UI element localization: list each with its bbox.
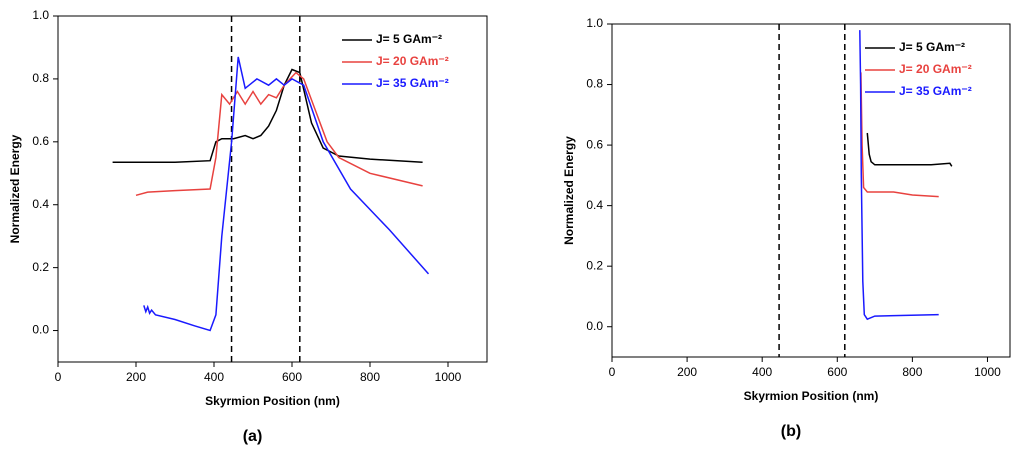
legend-label: J= 5 GAm⁻² [899,40,965,54]
x-tick-label: 1000 [974,365,1001,379]
plot-frame [57,15,488,363]
y-tick-label: 0.4 [32,197,49,211]
caption: (b) [781,423,801,440]
x-tick-label: 200 [126,370,146,384]
x-tick-label: 0 [609,365,616,379]
y-axis-label: Normalized Energy [562,136,576,245]
x-tick-label: 400 [752,365,772,379]
y-tick-label: 0.2 [586,258,603,272]
y-tick-label: 0.2 [32,260,49,274]
x-tick-label: 200 [677,365,697,379]
legend-label: J= 20 GAm⁻² [899,62,972,76]
x-tick-label: 1000 [435,370,462,384]
y-tick-label: 0.6 [586,137,603,151]
data-line [143,56,430,332]
x-tick-label: 600 [827,365,847,379]
y-axis-label: Normalized Energy [8,134,22,243]
y-tick-label: 0.0 [32,323,49,337]
y-tick-label: 0.8 [32,71,49,85]
x-tick-label: 800 [902,365,922,379]
caption: (a) [243,428,263,445]
data-line [112,68,423,164]
y-tick-label: 0.0 [586,319,603,333]
y-tick-label: 0.4 [586,198,603,212]
x-tick-label: 800 [360,370,380,384]
y-tick-label: 1.0 [32,8,49,22]
x-tick-label: 0 [55,370,62,384]
data-line [866,132,953,167]
legend-label: J= 20 GAm⁻² [376,54,449,68]
data-line [135,71,423,197]
x-axis-label: Skyrmion Position (nm) [744,389,879,403]
legend-label: J= 35 GAm⁻² [376,76,449,90]
x-tick-label: 400 [204,370,224,384]
y-tick-label: 0.8 [586,77,603,91]
plot-frame [611,23,1011,358]
data-line [859,30,939,321]
legend-label: J= 35 GAm⁻² [899,84,972,98]
y-tick-label: 1.0 [586,16,603,30]
y-tick-label: 0.6 [32,134,49,148]
x-tick-label: 600 [282,370,302,384]
data-line [860,72,939,198]
legend-label: J= 5 GAm⁻² [376,32,442,46]
x-axis-label: Skyrmion Position (nm) [205,394,340,408]
